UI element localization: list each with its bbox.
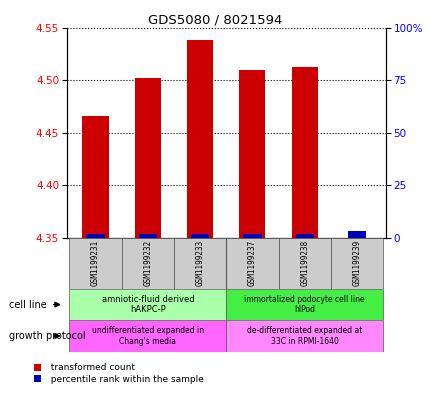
Bar xyxy=(69,320,226,352)
Bar xyxy=(226,238,278,289)
Bar xyxy=(86,233,104,238)
Bar xyxy=(174,238,226,289)
Text: GSM1199238: GSM1199238 xyxy=(300,240,308,286)
Text: GSM1199233: GSM1199233 xyxy=(195,240,204,286)
Text: GSM1199231: GSM1199231 xyxy=(91,240,100,286)
Bar xyxy=(278,238,330,289)
Text: amniotic-fluid derived
hAKPC-P: amniotic-fluid derived hAKPC-P xyxy=(101,295,194,314)
Bar xyxy=(239,70,265,238)
Bar xyxy=(330,238,382,289)
Bar xyxy=(190,233,209,238)
Bar xyxy=(135,78,160,238)
Text: immortalized podocyte cell line
hIPod: immortalized podocyte cell line hIPod xyxy=(244,295,364,314)
Bar xyxy=(243,233,261,238)
Bar xyxy=(226,320,382,352)
Bar xyxy=(69,238,121,289)
Text: GDS5080 / 8021594: GDS5080 / 8021594 xyxy=(148,14,282,27)
Bar xyxy=(291,68,317,238)
Bar xyxy=(226,289,382,320)
Bar xyxy=(82,116,108,238)
Text: de-differentiated expanded at
33C in RPMI-1640: de-differentiated expanded at 33C in RPM… xyxy=(246,326,362,346)
Bar xyxy=(121,238,174,289)
Text: growth protocol: growth protocol xyxy=(9,331,85,341)
Bar xyxy=(187,40,213,238)
Text: GSM1199237: GSM1199237 xyxy=(247,240,256,286)
Bar xyxy=(69,289,226,320)
Bar xyxy=(295,233,313,238)
Text: GSM1199239: GSM1199239 xyxy=(352,240,361,286)
Bar xyxy=(347,231,366,238)
Bar xyxy=(138,233,157,238)
Legend:   transformed count,   percentile rank within the sample: transformed count, percentile rank withi… xyxy=(30,360,207,388)
Text: undifferentiated expanded in
Chang's media: undifferentiated expanded in Chang's med… xyxy=(92,326,203,346)
Text: cell line: cell line xyxy=(9,299,46,310)
Text: GSM1199232: GSM1199232 xyxy=(143,240,152,286)
